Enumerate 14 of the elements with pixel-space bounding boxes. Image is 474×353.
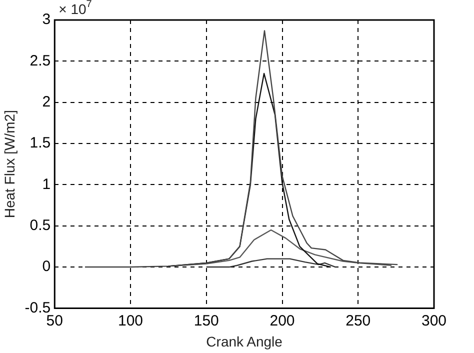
y-tick-label: 1 [42,176,51,193]
y-tick-label: 0.5 [30,217,51,234]
y-tick-label: 0 [42,258,51,276]
x-tick-label: 100 [118,312,144,330]
x-axis-title: Crank Angle [206,333,283,350]
y-tick-label: 2 [42,93,51,110]
x-tick-label: 200 [270,312,295,330]
y-axis-title: Heat Flux [W/m2] [1,110,18,218]
x-tick-label: 150 [194,312,219,330]
y-tick-label: 3 [42,11,51,28]
y-tick-label: 1.5 [30,134,51,152]
x-tick-label: 250 [346,312,371,330]
x-tick-label: 300 [421,312,447,330]
y-tick-label: 2.5 [30,52,51,70]
